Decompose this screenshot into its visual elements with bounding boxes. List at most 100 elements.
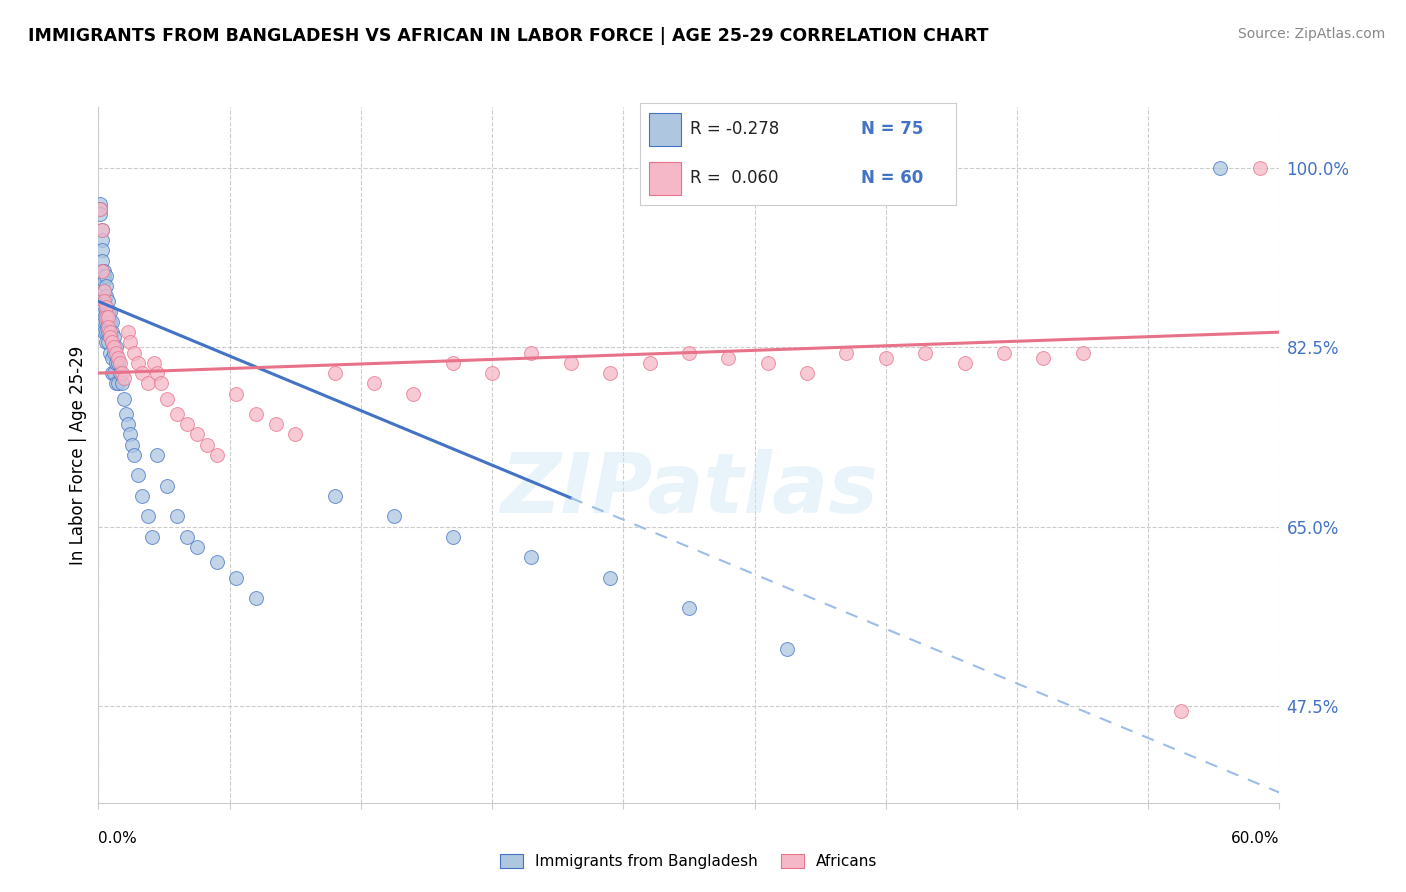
Point	[91, 233, 114, 247]
Point	[108, 356, 131, 370]
Point	[98, 330, 121, 344]
Point	[93, 264, 115, 278]
Point	[89, 207, 111, 221]
Point	[103, 366, 125, 380]
Point	[993, 345, 1015, 359]
Point	[97, 294, 120, 309]
Point	[105, 341, 128, 355]
Point	[678, 601, 700, 615]
Point	[91, 264, 114, 278]
Point	[150, 376, 173, 391]
Point	[93, 274, 115, 288]
Point	[93, 268, 115, 283]
Point	[835, 345, 858, 359]
Point	[108, 366, 131, 380]
Point	[111, 366, 134, 380]
Point	[520, 345, 543, 359]
Point	[1032, 351, 1054, 365]
Point	[103, 345, 125, 359]
Point	[136, 509, 159, 524]
Bar	[650, 112, 681, 145]
Point	[98, 345, 121, 359]
Text: 0.0%: 0.0%	[98, 831, 138, 847]
Point	[776, 642, 799, 657]
Point	[599, 366, 621, 380]
Point	[91, 268, 114, 283]
Point	[111, 376, 134, 391]
Point	[91, 264, 114, 278]
Point	[638, 356, 661, 370]
Point	[89, 197, 111, 211]
Point	[1249, 161, 1271, 176]
Point	[96, 310, 118, 324]
Point	[105, 345, 128, 359]
Point	[97, 335, 120, 350]
Point	[166, 407, 188, 421]
Point	[186, 540, 208, 554]
Point	[156, 478, 179, 492]
Point	[107, 376, 129, 391]
Point	[103, 330, 125, 344]
Point	[96, 325, 118, 339]
Point	[131, 489, 153, 503]
Point	[98, 315, 121, 329]
Point	[93, 284, 115, 298]
Point	[441, 356, 464, 370]
Point	[225, 386, 247, 401]
Point	[91, 244, 114, 258]
Point	[1071, 345, 1094, 359]
Point	[96, 304, 118, 318]
Point	[284, 427, 307, 442]
Point	[127, 468, 149, 483]
Point	[115, 407, 138, 421]
Point	[363, 376, 385, 391]
Point	[101, 335, 124, 350]
Point	[97, 310, 120, 324]
Point	[101, 366, 124, 380]
Text: N = 60: N = 60	[860, 169, 924, 187]
Point	[914, 345, 936, 359]
Point	[142, 356, 165, 370]
Point	[96, 315, 118, 329]
Point	[96, 335, 118, 350]
Legend: Immigrants from Bangladesh, Africans: Immigrants from Bangladesh, Africans	[494, 848, 884, 875]
Point	[89, 202, 111, 217]
Point	[146, 366, 169, 380]
Point	[176, 530, 198, 544]
Point	[1209, 161, 1232, 176]
Point	[103, 341, 125, 355]
Point	[107, 351, 129, 365]
Point	[91, 223, 114, 237]
Point	[101, 315, 124, 329]
Point	[101, 335, 124, 350]
Point	[96, 300, 118, 314]
Point	[97, 320, 120, 334]
Point	[323, 489, 346, 503]
Point	[118, 335, 141, 350]
Point	[121, 438, 143, 452]
Point	[105, 356, 128, 370]
Point	[122, 448, 145, 462]
Text: Source: ZipAtlas.com: Source: ZipAtlas.com	[1237, 27, 1385, 41]
Point	[796, 366, 818, 380]
Point	[953, 356, 976, 370]
Point	[245, 407, 267, 421]
Point	[717, 351, 740, 365]
Point	[105, 376, 128, 391]
Point	[875, 351, 897, 365]
Point	[441, 530, 464, 544]
Point	[131, 366, 153, 380]
Point	[382, 509, 405, 524]
Point	[96, 279, 118, 293]
Point	[756, 356, 779, 370]
Point	[205, 555, 228, 569]
Point	[98, 330, 121, 344]
Point	[107, 356, 129, 370]
Point	[205, 448, 228, 462]
Point	[141, 530, 163, 544]
Point	[481, 366, 503, 380]
Point	[117, 417, 139, 432]
Point	[186, 427, 208, 442]
Point	[97, 325, 120, 339]
Point	[118, 427, 141, 442]
